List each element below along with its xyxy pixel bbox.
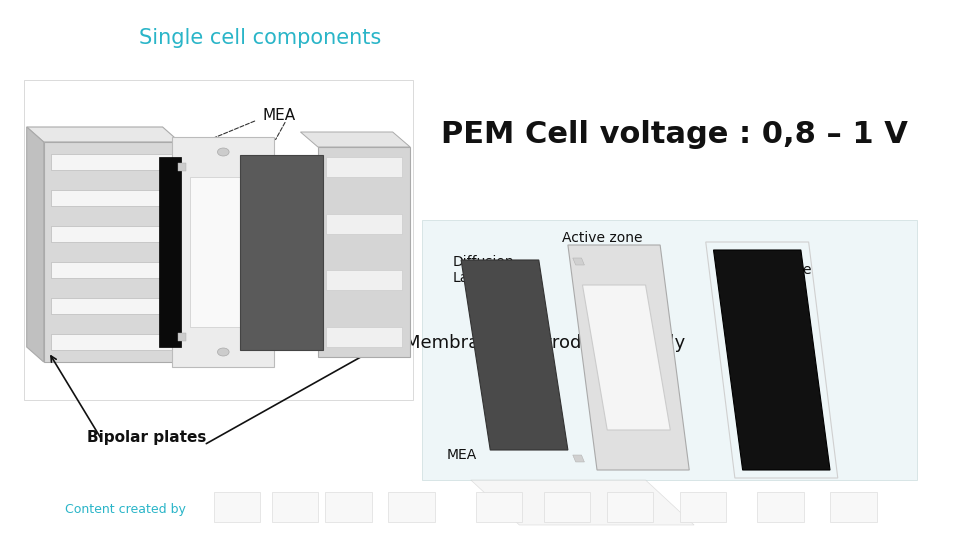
Bar — [213, 492, 260, 522]
Bar — [325, 214, 402, 234]
Polygon shape — [52, 190, 172, 206]
Polygon shape — [52, 154, 172, 170]
Bar — [325, 327, 402, 347]
Polygon shape — [44, 142, 180, 362]
Bar — [325, 157, 402, 177]
Text: Content created by: Content created by — [65, 503, 186, 516]
Polygon shape — [300, 132, 410, 147]
Polygon shape — [27, 127, 44, 362]
Polygon shape — [713, 250, 830, 470]
Text: Bipolar plates: Bipolar plates — [87, 430, 206, 445]
Bar — [179, 163, 186, 171]
Bar — [272, 492, 319, 522]
Bar — [24, 80, 413, 400]
Text: Single cell components: Single cell components — [139, 28, 381, 48]
Polygon shape — [52, 226, 172, 242]
Bar — [757, 492, 804, 522]
Polygon shape — [52, 262, 172, 278]
Polygon shape — [52, 334, 172, 350]
Bar — [325, 271, 402, 291]
Polygon shape — [573, 455, 585, 462]
Bar — [830, 492, 876, 522]
Polygon shape — [470, 480, 694, 525]
Polygon shape — [573, 258, 585, 265]
Bar — [388, 492, 435, 522]
Text: Membrane Electrode Assembly: Membrane Electrode Assembly — [405, 334, 685, 352]
Bar — [543, 492, 590, 522]
Ellipse shape — [218, 348, 229, 356]
Polygon shape — [568, 245, 689, 470]
Text: MEA: MEA — [446, 448, 477, 462]
Polygon shape — [27, 127, 180, 142]
Bar — [680, 492, 726, 522]
Bar — [325, 492, 372, 522]
Text: Membrane: Membrane — [738, 263, 812, 277]
Text: MEA: MEA — [262, 108, 296, 123]
Bar — [179, 333, 186, 341]
Ellipse shape — [218, 148, 229, 156]
Bar — [159, 157, 180, 347]
Bar — [172, 137, 275, 367]
Bar — [190, 177, 256, 327]
Bar — [240, 154, 323, 349]
Bar — [607, 492, 654, 522]
Text: Diffusion
Layer: Diffusion Layer — [452, 255, 514, 285]
Bar — [475, 492, 522, 522]
Polygon shape — [583, 285, 670, 430]
Bar — [422, 220, 918, 480]
Bar — [318, 147, 410, 357]
Text: PEM Cell voltage : 0,8 – 1 V: PEM Cell voltage : 0,8 – 1 V — [442, 120, 908, 149]
Polygon shape — [52, 298, 172, 314]
Text: Active zone: Active zone — [562, 231, 642, 245]
Polygon shape — [461, 260, 568, 450]
